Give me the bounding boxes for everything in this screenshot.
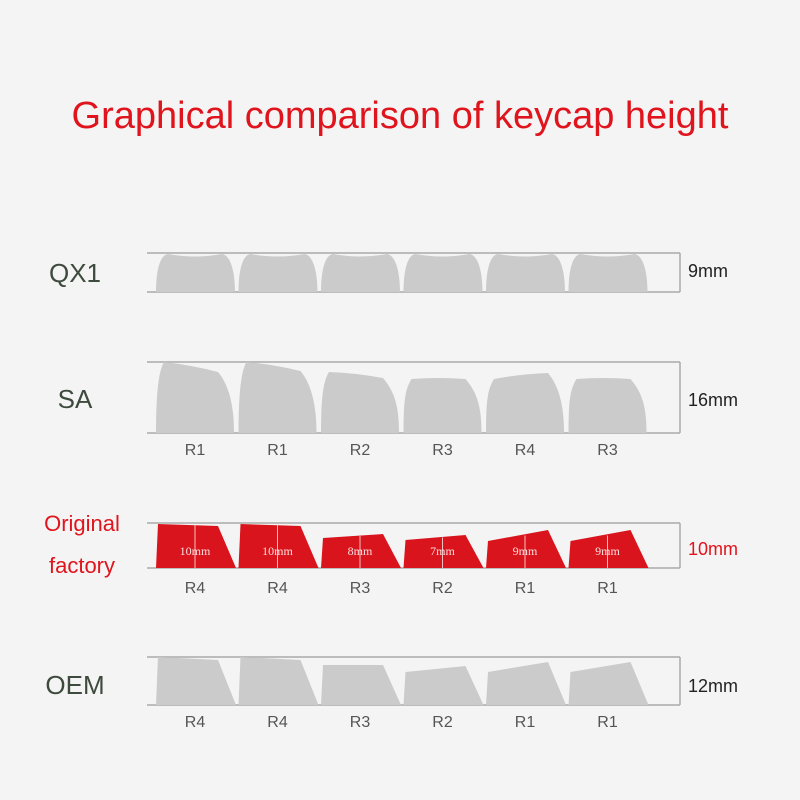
row-label-original-line1: Original: [44, 511, 120, 536]
title: Graphical comparison of keycap height: [72, 95, 729, 137]
height-label-qx1: 9mm: [688, 261, 728, 281]
row-profile-label: R1: [267, 442, 288, 459]
keycap: [568, 254, 648, 292]
keycap: [568, 662, 649, 705]
row-label-oem: OEM: [45, 670, 104, 700]
keycap: [238, 524, 319, 568]
row-profile-label: R4: [185, 580, 206, 597]
row-profile-label: R2: [350, 442, 371, 459]
cap-height-label: 10mm: [262, 544, 293, 558]
row-profile-label: R1: [597, 714, 618, 731]
row-profile-label: R3: [432, 442, 453, 459]
row-profile-label: R3: [350, 580, 371, 597]
keycap: [403, 378, 482, 433]
row-profile-label: R1: [515, 580, 536, 597]
keycap: [321, 534, 401, 568]
row-profile-label: R1: [185, 442, 206, 459]
keycap: [156, 254, 235, 292]
row-profile-label: R2: [432, 580, 453, 597]
keycap: [403, 535, 484, 568]
cap-height-label: 10mm: [180, 544, 211, 558]
keycap: [321, 254, 400, 292]
row-profile-label: R1: [515, 714, 536, 731]
cap-height-label: 8mm: [348, 544, 373, 558]
keycap: [403, 254, 483, 292]
height-label-original: 10mm: [688, 539, 738, 559]
row-label-qx1: QX1: [49, 258, 101, 288]
keycap: [403, 666, 484, 705]
height-label-oem: 12mm: [688, 676, 738, 696]
row-profile-label: R4: [515, 442, 536, 459]
keycap: [486, 373, 564, 433]
cap-height-label: 9mm: [595, 544, 620, 558]
keycap: [238, 657, 319, 705]
keycap: [486, 662, 566, 705]
row-label-sa: SA: [58, 384, 93, 414]
keycap: [321, 665, 401, 705]
row-profile-label: R3: [350, 714, 371, 731]
row-profile-label: R4: [185, 714, 206, 731]
keycap: [238, 362, 317, 433]
keycap: [156, 657, 236, 705]
keycap: [486, 530, 566, 568]
row-profile-label: R4: [267, 580, 288, 597]
keycap: [238, 254, 318, 292]
row-profile-label: R3: [597, 442, 618, 459]
keycap: [156, 524, 236, 568]
keycap: [568, 530, 649, 568]
row-profile-label: R2: [432, 714, 453, 731]
keycap: [568, 378, 647, 433]
row-label-original-line2: factory: [49, 553, 115, 578]
keycap: [156, 362, 234, 433]
keycap: [321, 372, 399, 433]
height-label-sa: 16mm: [688, 390, 738, 410]
row-profile-label: R4: [267, 714, 288, 731]
keycap: [486, 254, 565, 292]
cap-height-label: 7mm: [430, 544, 455, 558]
cap-height-label: 9mm: [513, 544, 538, 558]
row-profile-label: R1: [597, 580, 618, 597]
